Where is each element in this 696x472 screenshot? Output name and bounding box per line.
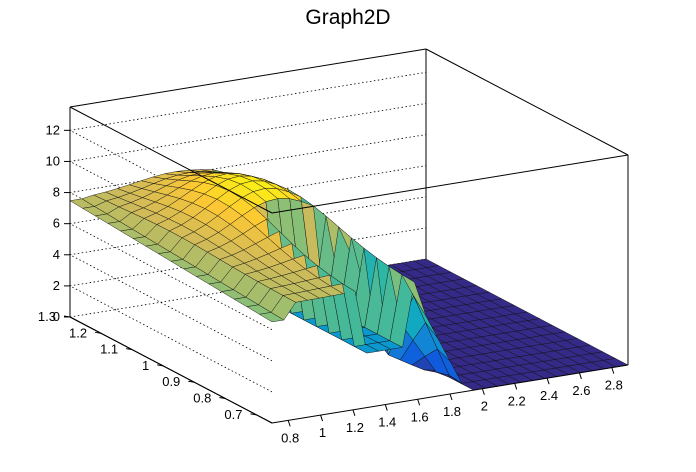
box-edge	[69, 48, 427, 108]
x-tick-label: 1.4	[378, 415, 396, 430]
x-tick	[449, 393, 453, 401]
z-tick-label: 8	[53, 185, 60, 200]
box-edge	[271, 154, 629, 214]
z-tick-label: 4	[53, 247, 60, 262]
x-tick	[578, 372, 582, 380]
z-tick-label: 2	[53, 278, 60, 293]
y-tick-label: 0.9	[162, 374, 180, 389]
x-tick-label: 1.6	[411, 409, 429, 424]
box-edge	[69, 106, 273, 214]
x-tick-label: 2.6	[572, 383, 590, 398]
x-tick-label: 0.8	[281, 430, 299, 445]
y-axis-line	[69, 316, 273, 424]
y-tick-label: 0.8	[193, 391, 211, 406]
x-tick-label: 2	[481, 399, 488, 414]
x-tick	[514, 383, 518, 390]
box-edge	[425, 48, 629, 156]
z-tick-label: 10	[46, 153, 60, 168]
chart-title: Graph2D	[305, 6, 390, 29]
x-tick	[384, 404, 388, 411]
x-tick-label: 1.2	[346, 420, 364, 435]
z-tick-label: 0	[53, 309, 60, 324]
x-tick-label: 2.2	[508, 393, 526, 408]
x-tick	[352, 409, 356, 416]
y-tick-label: 1.3	[38, 309, 56, 324]
x-tick-label: 2.4	[540, 388, 558, 403]
x-tick	[320, 414, 324, 422]
x-tick	[287, 420, 291, 427]
x-tick-label: 1	[319, 425, 326, 440]
x-tick-label: 1.8	[443, 404, 461, 419]
x-axis-line	[271, 364, 629, 424]
x-tick	[417, 399, 421, 406]
z-tick-label: 12	[46, 122, 60, 137]
surface-layer	[69, 169, 629, 391]
y-tick-label: 1.1	[100, 342, 118, 357]
y-tick-label: 1	[142, 358, 149, 373]
y-tick-label: 0.7	[224, 407, 242, 422]
x-tick	[611, 367, 615, 374]
x-tick	[481, 388, 485, 395]
z-tick-label: 6	[53, 216, 60, 231]
x-tick-label: 2.8	[605, 378, 623, 393]
axis-layer: 0.8 1 1.2 1.4 1.6 1.8 2 2.2 2.4 2.6 2.8 0.7 0.8 0.9 1 1…	[38, 107, 629, 445]
x-tick	[546, 378, 550, 385]
y-tick-label: 1.2	[69, 325, 87, 340]
